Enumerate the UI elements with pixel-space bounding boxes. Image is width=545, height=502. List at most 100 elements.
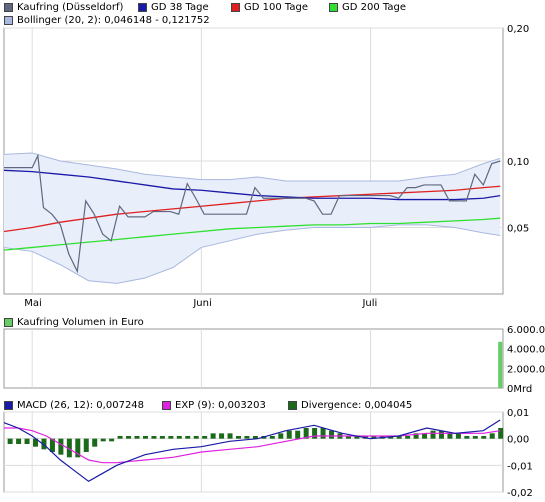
divergence-bar	[126, 436, 132, 439]
macd-y-tick-label: 0,00	[507, 435, 529, 446]
divergence-bar	[58, 438, 64, 455]
divergence-bar	[244, 436, 250, 439]
legend-label: GD 100 Tage	[244, 1, 308, 13]
divergence-bar	[278, 433, 284, 439]
divergence-bar	[134, 436, 140, 439]
divergence-bar	[481, 436, 487, 439]
legend-swatch	[4, 317, 13, 327]
divergence-bar	[142, 436, 148, 439]
macd-line	[3, 419, 501, 483]
legend-exp-item: EXP (9): 0,003203	[162, 399, 266, 411]
divergence-bar	[405, 436, 411, 439]
divergence-bar	[464, 436, 470, 439]
divergence-bar	[312, 428, 318, 439]
divergence-bar	[109, 438, 115, 442]
divergence-bar	[329, 430, 335, 439]
legend-swatch	[4, 400, 13, 410]
divergence-bar	[354, 436, 360, 439]
legend-swatch	[162, 400, 171, 410]
x-tick-label: Mai	[24, 298, 42, 309]
bollinger-upper-line	[3, 152, 501, 182]
legend-label: Divergence: 0,004045	[301, 399, 413, 411]
divergence-bar	[151, 436, 157, 439]
divergence-bar	[472, 436, 478, 439]
price-line	[4, 153, 501, 274]
divergence-bar	[430, 430, 436, 439]
x-tick-label: Juli	[361, 298, 377, 309]
macd-y-tick-label: -0,02	[507, 488, 533, 499]
legend-macd-item: MACD (26, 12): 0,007248	[4, 399, 144, 411]
volume-y-tick-label: 0Mrd	[507, 384, 532, 395]
divergence-bar	[41, 438, 47, 450]
gd38-line	[3, 169, 501, 201]
legend-gd100: GD 100 Tage	[231, 1, 308, 13]
divergence-bar	[66, 438, 72, 458]
legend-swatch	[4, 2, 13, 12]
legend-label: Kaufring (Düsseldorf)	[17, 1, 124, 13]
divergence-bar	[295, 430, 301, 439]
volume-bar	[498, 341, 503, 388]
divergence-bar	[396, 436, 402, 439]
divergence-bar	[371, 436, 377, 439]
legend-label: Bollinger (20, 2): 0,046148 - 0,121752	[17, 14, 210, 26]
bollinger-band-fill	[4, 153, 501, 284]
divergence-bar	[235, 436, 241, 439]
divergence-bar	[413, 433, 419, 439]
divergence-bar	[269, 436, 275, 439]
divergence-bar	[210, 433, 216, 439]
legend-main: Kaufring (Düsseldorf) GD 38 Tage GD 100 …	[0, 0, 545, 28]
legend-divergence-item: Divergence: 0,004045	[288, 399, 412, 411]
divergence-bar	[185, 436, 191, 439]
divergence-bar	[438, 430, 444, 439]
legend-label: GD 200 Tage	[342, 1, 406, 13]
legend-label: GD 38 Tage	[151, 1, 209, 13]
legend-swatch	[329, 2, 338, 12]
macd-y-tick-label: -0,01	[507, 461, 533, 472]
price-y-tick-label: 0,20	[507, 24, 529, 35]
divergence-bar	[100, 438, 106, 442]
divergence-bar	[252, 436, 258, 439]
divergence-bar	[75, 438, 81, 458]
gd200-line	[3, 217, 501, 251]
divergence-bar	[16, 438, 22, 444]
divergence-bar	[117, 436, 123, 439]
legend-label: Kaufring Volumen in Euro	[17, 316, 144, 328]
legend-swatch	[138, 2, 147, 12]
divergence-bar	[498, 428, 504, 439]
divergence-bar	[168, 436, 174, 439]
legend-kaufring: Kaufring (Düsseldorf)	[4, 1, 123, 13]
legend-label: MACD (26, 12): 0,007248	[17, 399, 145, 411]
legend-label: EXP (9): 0,003203	[175, 399, 266, 411]
divergence-bar	[92, 438, 98, 447]
divergence-bar	[455, 433, 461, 439]
price-y-tick-label: 0,10	[507, 157, 529, 168]
price-y-tick-label: 0,05	[507, 224, 529, 235]
divergence-bar	[7, 438, 13, 444]
volume-y-tick-label: 6.000.000	[507, 325, 545, 336]
divergence-bar	[193, 436, 199, 439]
bollinger-lower-line	[3, 224, 501, 284]
divergence-bar	[422, 433, 428, 439]
divergence-bar	[202, 436, 208, 439]
exp-line	[4, 427, 501, 464]
divergence-bar	[320, 428, 326, 439]
volume-y-tick-label: 2.000.000	[507, 364, 545, 375]
divergence-bar	[447, 433, 453, 439]
panel-frame-vol	[3, 328, 504, 389]
legend-volume-item: Kaufring Volumen in Euro	[4, 316, 144, 328]
divergence-bar	[286, 430, 292, 439]
legend-swatch	[288, 400, 297, 410]
legend-swatch	[231, 2, 240, 12]
divergence-bar	[489, 433, 495, 439]
x-tick-label: Juni	[192, 298, 211, 309]
legend-bollinger: Bollinger (20, 2): 0,046148 - 0,121752	[4, 14, 210, 26]
divergence-bar	[176, 436, 182, 439]
divergence-bar	[159, 436, 165, 439]
volume-y-tick-label: 4.000.000	[507, 345, 545, 356]
divergence-bar	[49, 438, 55, 452]
legend-swatch	[4, 15, 13, 25]
legend-gd38: GD 38 Tage	[138, 1, 209, 13]
legend-gd200: GD 200 Tage	[329, 1, 406, 13]
divergence-bar	[303, 428, 309, 439]
